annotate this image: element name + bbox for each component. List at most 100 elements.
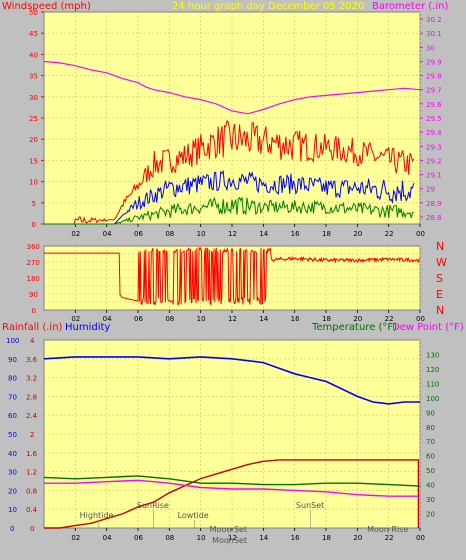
temperature-y-tick-label: 80: [426, 424, 435, 432]
wind-y-tick-label: 35: [29, 73, 38, 81]
compass-label: W: [436, 256, 447, 269]
wind-y-tick-label: 50: [29, 9, 38, 17]
wind-x-tick-label: 22: [385, 230, 394, 238]
barometer-y-tick-label: 29.8: [426, 73, 442, 81]
dir-x-tick-label: 06: [134, 315, 143, 323]
temperature-y-tick-label: 130: [426, 351, 439, 359]
rain-x-tick-label: 12: [228, 534, 237, 542]
event-label: Hightide: [80, 511, 114, 520]
rain-y-tick-label: 1.6: [26, 450, 38, 458]
wind-x-tick-label: 14: [259, 230, 268, 238]
dir-x-tick-label: 10: [197, 315, 206, 323]
dir-x-tick-label: 20: [353, 315, 362, 323]
dir-x-tick-label: 02: [71, 315, 80, 323]
rain-x-tick-label: 20: [353, 534, 362, 542]
rain-y-tick-label: 3.2: [26, 375, 37, 383]
dir-x-tick-label: 18: [322, 315, 331, 323]
barometer-y-tick-label: 29.3: [426, 143, 442, 151]
wind-x-tick-label: 18: [322, 230, 331, 238]
wind-y-tick-label: 5: [32, 200, 36, 208]
humidity-y-tick-label: 20: [8, 487, 17, 495]
wind-x-tick-label: 00: [416, 230, 425, 238]
dir-x-tick-label: 12: [228, 315, 237, 323]
rain-y-tick-label: 1.2: [26, 469, 37, 477]
humidity-y-tick-label: 100: [6, 337, 19, 345]
wind-y-tick-label: 10: [29, 179, 38, 187]
rain-x-tick-label: 22: [385, 534, 394, 542]
compass-label: E: [436, 288, 443, 301]
humidity-y-tick-label: 80: [8, 375, 17, 383]
event-label: SunRise: [137, 501, 169, 510]
wind-panel: 0 5 10 15 20 25 30 35 40 45 50 28.8 28.9 29 29.1 29.2 29…: [29, 9, 442, 238]
barometer-y-tick-label: 30.1: [426, 30, 442, 38]
dir-x-tick-label: 04: [103, 315, 112, 323]
wind-x-tick-label: 06: [134, 230, 143, 238]
compass-label: N: [436, 304, 444, 317]
wind-y-tick-label: 45: [29, 30, 38, 38]
wind-x-tick-label: 04: [103, 230, 112, 238]
graph-date-title: 24 hour graph day December 05 2020: [172, 1, 364, 12]
rain-x-tick-label: 08: [165, 534, 174, 542]
barometer-line: [43, 60, 421, 115]
humidity-axis-title: Humidity: [65, 322, 110, 333]
rain-x-tick-label: 10: [197, 534, 206, 542]
temperature-axis-title: Temperature (°F): [311, 322, 397, 333]
rain-x-tick-label: 18: [322, 534, 331, 542]
temperature-y-tick-label: 120: [426, 366, 439, 374]
dewpoint-axis-title: Dew Point (°F): [392, 322, 464, 333]
rain-x-tick-label: 16: [291, 534, 300, 542]
rain-y-tick-label: 0.4: [26, 506, 38, 514]
barometer-y-tick-label: 29: [426, 186, 435, 194]
humidity-y-tick-label: 50: [8, 431, 17, 439]
temperature-y-tick-label: 40: [426, 482, 435, 490]
humidity-y-tick-label: 40: [8, 450, 17, 458]
event-label: Moon Rise: [367, 525, 408, 534]
dir-x-tick-label: 22: [385, 315, 394, 323]
event-label: SunSet: [296, 501, 324, 510]
rain-x-tick-label: 00: [416, 534, 425, 542]
temperature-y-tick-label: 60: [426, 453, 435, 461]
dir-x-tick-label: 16: [291, 315, 300, 323]
temperature-y-tick-label: 30: [426, 496, 435, 504]
wind-direction-line: [44, 246, 420, 307]
humidity-y-tick-label: 0: [10, 525, 14, 533]
rain-y-tick-label: 2.8: [26, 393, 37, 401]
rain-x-tick-label: 14: [259, 534, 268, 542]
wind-x-tick-label: 12: [228, 230, 237, 238]
dir-x-tick-label: 14: [259, 315, 268, 323]
wind-y-tick-label: 25: [29, 115, 38, 123]
dir-y-tick-label: 180: [27, 275, 40, 283]
rain-y-tick-label: 2: [30, 431, 34, 439]
event-label: Lowtide: [178, 511, 209, 520]
rain-y-tick-label: 4: [30, 337, 35, 345]
wind-y-tick-label: 30: [29, 94, 38, 102]
humidity-y-tick-label: 90: [8, 356, 17, 364]
rainfall-axis-title: Rainfall (.in): [2, 322, 63, 333]
rain-y-tick-label: 2.4: [26, 412, 38, 420]
barometer-y-tick-label: 29.2: [426, 157, 442, 165]
series-dewpoint: [44, 479, 420, 497]
wind-x-tick-label: 02: [71, 230, 80, 238]
rain-x-tick-label: 02: [71, 534, 80, 542]
wind-y-tick-label: 20: [29, 136, 38, 144]
barometer-y-tick-label: 29.1: [426, 172, 442, 180]
rain-x-tick-label: 06: [134, 534, 143, 542]
dir-y-tick-label: 0: [32, 307, 36, 315]
dir-y-tick-label: 360: [27, 243, 40, 251]
event-label: Moon Set: [210, 525, 247, 534]
barometer-y-tick-label: 29.6: [426, 101, 442, 109]
barometer-y-tick-label: 30.2: [426, 16, 442, 24]
series-temperature: [43, 475, 421, 487]
wind-series-lull: [44, 196, 414, 225]
windspeed-axis-title: Windspeed (mph): [2, 1, 91, 12]
wind-x-tick-label: 10: [197, 230, 206, 238]
temperature-y-tick-label: 70: [426, 438, 435, 446]
temperature-y-tick-label: 110: [426, 380, 439, 388]
barometer-y-tick-label: 29.7: [426, 87, 442, 95]
humidity-y-tick-label: 10: [8, 506, 17, 514]
wind-x-tick-label: 08: [165, 230, 174, 238]
wind-y-tick-label: 0: [32, 221, 36, 229]
wind-series-gust: [44, 119, 415, 225]
